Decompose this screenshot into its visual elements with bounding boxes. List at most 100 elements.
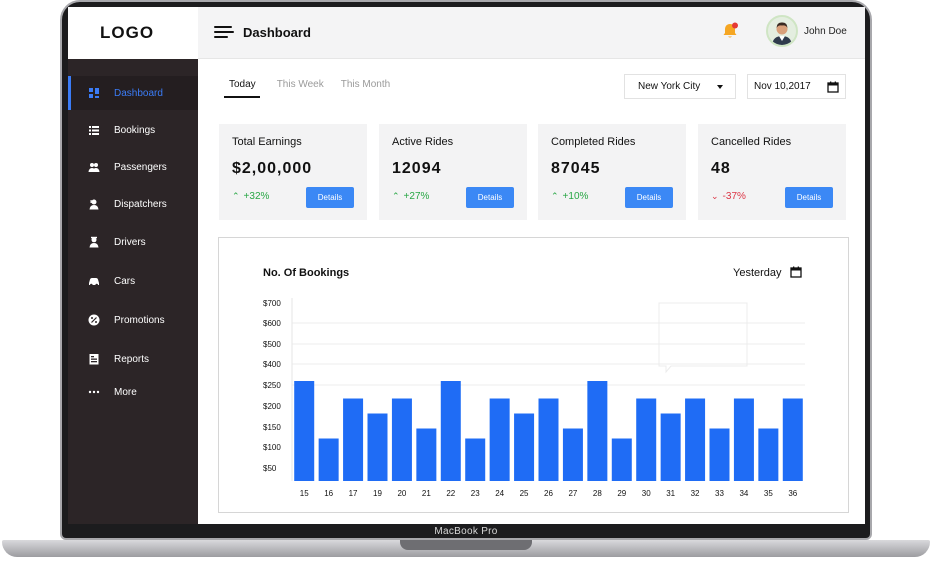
y-tick-label: $700	[263, 299, 281, 308]
percent-icon	[88, 314, 100, 326]
y-tick-label: $250	[263, 381, 281, 390]
x-tick-label: 21	[422, 489, 431, 498]
sidebar-item-reports[interactable]: Reports	[68, 342, 198, 376]
details-button[interactable]: Details	[306, 187, 354, 208]
card-delta: ⌃ +10%	[551, 191, 588, 202]
bar-31	[660, 413, 681, 481]
y-tick-label: $100	[263, 443, 281, 452]
app-screen: LOGO Dashboard Bookings Passengers Dispatch…	[68, 7, 865, 524]
bar-20	[391, 398, 412, 481]
details-button[interactable]: Details	[625, 187, 673, 208]
y-tick-label: $400	[263, 360, 281, 369]
bell-icon[interactable]	[721, 22, 739, 40]
stat-card-active-rides: Active Rides 12094 ⌃ +27% Details	[379, 124, 527, 220]
tab-this-week[interactable]: This Week	[276, 79, 324, 90]
x-tick-label: 29	[617, 489, 626, 498]
card-value: $2,00,000	[232, 160, 313, 177]
stat-card-cancelled-rides: Cancelled Rides 48 ⌄ -37% Details	[698, 124, 846, 220]
bar-26	[538, 398, 559, 481]
x-tick-label: 25	[520, 489, 529, 498]
x-tick-label: 24	[495, 489, 504, 498]
chevron-up-icon: ⌃	[551, 191, 559, 201]
sidebar-item-label: Reports	[114, 353, 150, 365]
x-tick-label: 26	[544, 489, 553, 498]
sidebar-item-label: Promotions	[114, 314, 165, 326]
calendar-icon[interactable]	[790, 266, 802, 278]
main-content: Today This Week This Month New York City…	[198, 59, 865, 524]
x-tick-label: 28	[593, 489, 602, 498]
details-button[interactable]: Details	[466, 187, 514, 208]
x-tick-label: 20	[397, 489, 406, 498]
sidebar-item-label: Dashboard	[114, 87, 163, 99]
sidebar: LOGO Dashboard Bookings Passengers Dispatch…	[68, 7, 198, 524]
list-icon	[88, 124, 100, 136]
chevron-up-icon: ⌃	[392, 191, 400, 201]
sidebar-item-label: Drivers	[114, 236, 146, 248]
car-icon	[88, 275, 100, 287]
stat-card-completed-rides: Completed Rides 87045 ⌃ +10% Details	[538, 124, 686, 220]
bar-33	[709, 428, 730, 481]
x-tick-label: 22	[446, 489, 455, 498]
sidebar-item-label: Cars	[114, 275, 136, 287]
sidebar-item-dashboard[interactable]: Dashboard	[68, 76, 198, 110]
sidebar-item-label: Bookings	[114, 124, 156, 136]
card-value: 12094	[392, 160, 442, 177]
bookings-chart: $50 $100 $150 $200 $250 $400 $500 $600 $700 15 16 1…	[263, 298, 805, 498]
sidebar-item-label: Dispatchers	[114, 198, 167, 210]
report-icon	[88, 353, 100, 365]
sidebar-item-promotions[interactable]: Promotions	[68, 303, 198, 337]
bar-29	[611, 438, 632, 481]
bar-36	[782, 398, 803, 481]
sidebar-item-label: Passengers	[114, 161, 167, 173]
dispatcher-icon	[88, 198, 100, 210]
sidebar-item-drivers[interactable]: Drivers	[68, 225, 198, 259]
sidebar-item-bookings[interactable]: Bookings	[68, 113, 198, 147]
sidebar-item-dispatchers[interactable]: Dispatchers	[68, 187, 198, 221]
avatar[interactable]	[766, 15, 798, 47]
logo[interactable]: LOGO	[68, 7, 198, 59]
chart-title: No. Of Bookings	[263, 267, 350, 279]
x-tick-label: 31	[666, 489, 675, 498]
period-tabs: Today This Week This Month	[224, 79, 407, 98]
y-tick-label: $50	[263, 464, 277, 473]
details-button[interactable]: Details	[785, 187, 833, 208]
y-tick-label: $500	[263, 340, 281, 349]
bar-25	[514, 413, 535, 481]
page-title: Dashboard	[243, 25, 311, 40]
card-delta: ⌃ +27%	[392, 191, 429, 202]
x-tick-label: 19	[373, 489, 382, 498]
caret-down-icon	[717, 85, 723, 89]
card-title: Total Earnings	[232, 136, 302, 148]
bar-16	[318, 438, 339, 481]
bar-27	[562, 428, 583, 481]
x-tick-label: 17	[349, 489, 358, 498]
user-name[interactable]: John Doe	[804, 26, 847, 37]
menu-icon[interactable]	[214, 26, 234, 40]
tooltip-outline	[658, 302, 748, 374]
stat-card-total-earnings: Total Earnings $2,00,000 ⌃ +32% Details	[219, 124, 367, 220]
bar-30	[636, 398, 657, 481]
card-title: Completed Rides	[551, 136, 636, 148]
sidebar-item-cars[interactable]: Cars	[68, 264, 198, 298]
card-value: 48	[711, 160, 731, 177]
bar-15	[294, 381, 315, 481]
top-header: Dashboard John Doe	[198, 7, 865, 59]
card-delta-value: -37%	[722, 191, 746, 202]
city-select[interactable]: New York City	[624, 74, 736, 99]
date-field[interactable]: Nov 10,2017	[747, 74, 846, 99]
bar-23	[465, 438, 486, 481]
calendar-icon[interactable]	[827, 81, 839, 93]
sidebar-item-label: More	[114, 386, 137, 398]
bar-19	[367, 413, 388, 481]
city-select-value: New York City	[638, 81, 701, 92]
card-title: Cancelled Rides	[711, 136, 792, 148]
chevron-down-icon: ⌄	[711, 191, 719, 201]
sidebar-item-passengers[interactable]: Passengers	[68, 150, 198, 184]
x-tick-label: 34	[739, 489, 748, 498]
tab-today[interactable]: Today	[224, 79, 260, 98]
sidebar-item-more[interactable]: More	[68, 375, 198, 409]
tab-this-month[interactable]: This Month	[340, 79, 391, 90]
chart-period[interactable]: Yesterday	[733, 267, 782, 279]
bar-34	[733, 398, 754, 481]
